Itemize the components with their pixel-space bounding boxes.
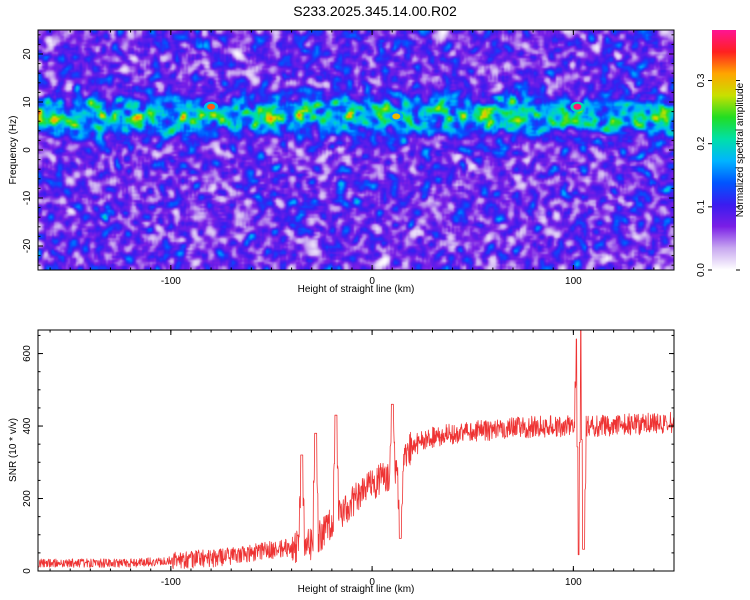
snr-y-ticks: 0 200 400 600 bbox=[22, 334, 674, 574]
x-tick-label: 100 bbox=[565, 577, 582, 588]
heatmap-x-ticks: -100 0 100 bbox=[49, 30, 675, 287]
snr-series-line bbox=[38, 330, 674, 570]
y-tick-label: 400 bbox=[22, 417, 33, 434]
hotspot-2 bbox=[573, 103, 582, 110]
y-tick-label: 600 bbox=[22, 345, 33, 362]
colorbar-tick-label: 0.1 bbox=[696, 199, 707, 213]
snr-x-ticks: -100 0 100 bbox=[49, 330, 675, 588]
colorbar-tick-label: 0.3 bbox=[696, 73, 707, 87]
x-tick-label: -100 bbox=[161, 577, 181, 588]
colorbar-label: Normalized spectral amplitude bbox=[735, 82, 746, 217]
hotspot-0 bbox=[207, 103, 216, 110]
y-tick-label: -10 bbox=[22, 190, 33, 205]
colorbar: 0.0 0.1 0.2 0.3 Normalized spectral amplitu… bbox=[696, 30, 746, 277]
chart-title: S233.2025.345.14.00.R02 bbox=[293, 3, 457, 19]
x-tick-label: 0 bbox=[369, 276, 375, 287]
heatmap-y-ticks: -20 -10 0 10 20 bbox=[22, 34, 674, 266]
colorbar-ticks: 0.0 0.1 0.2 0.3 bbox=[696, 73, 740, 277]
snr-x-axis-title: Height of straight line (km) bbox=[298, 584, 415, 595]
snr-frame bbox=[37, 329, 675, 572]
snr-y-axis-title: SNR (10 * v/v) bbox=[8, 418, 19, 482]
y-tick-label: 0 bbox=[22, 147, 33, 153]
y-tick-label: 20 bbox=[22, 48, 33, 60]
snr-panel: -100 0 100 0 200 400 600 Height of straight l… bbox=[8, 329, 675, 595]
spectral-heatmap bbox=[38, 30, 674, 270]
colorbar-scale bbox=[712, 30, 736, 270]
heatmap-y-axis-title: Frequency (Hz) bbox=[8, 116, 19, 185]
heatmap-hotspots bbox=[204, 101, 585, 122]
y-tick-label: 10 bbox=[22, 96, 33, 108]
y-tick-label: -20 bbox=[22, 238, 33, 253]
x-tick-label: -100 bbox=[161, 276, 181, 287]
colorbar-tick-label: 0.2 bbox=[696, 136, 707, 150]
hotspot-1 bbox=[392, 113, 401, 120]
y-tick-label: 200 bbox=[22, 490, 33, 507]
heatmap-x-axis-title: Height of straight line (km) bbox=[298, 284, 415, 295]
x-tick-label: 0 bbox=[369, 577, 375, 588]
y-tick-label: 0 bbox=[22, 568, 33, 574]
x-tick-label: 100 bbox=[565, 276, 582, 287]
colorbar-tick-label: 0.0 bbox=[696, 263, 707, 277]
